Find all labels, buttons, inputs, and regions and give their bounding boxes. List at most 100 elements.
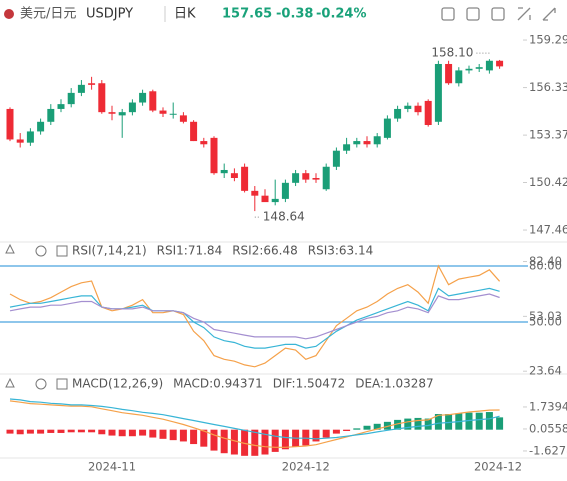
- candle-body: [322, 166, 330, 190]
- pair-name: 美元/日元: [20, 7, 76, 22]
- candle-body: [230, 173, 238, 179]
- y-tick-label: 150.42: [529, 175, 567, 189]
- indicator-title: MACD(12,26,9): [72, 377, 163, 391]
- macd-bar: [169, 429, 177, 441]
- expand-icon[interactable]: [56, 245, 68, 257]
- macd-bar: [128, 429, 136, 437]
- candle-body: [159, 110, 167, 114]
- candle-body: [414, 105, 422, 113]
- macd-bar: [179, 429, 187, 442]
- macd-bar: [251, 429, 259, 456]
- macd-bar: [322, 429, 330, 438]
- y-tick-label: -1.62783: [529, 443, 567, 457]
- candle-body: [190, 121, 198, 142]
- hide-icon[interactable]: [5, 243, 15, 254]
- macd-bar: [108, 429, 116, 436]
- tool-icon[interactable]: [491, 7, 505, 21]
- expand-icon[interactable]: [56, 378, 68, 390]
- macd-bar: [159, 429, 167, 439]
- y-tick-label: 153.37: [529, 128, 567, 142]
- y-tick-label: 50.00: [529, 315, 562, 329]
- macd-bar: [241, 429, 249, 456]
- macd-bar: [37, 429, 45, 434]
- y-tick-label: 147.46: [529, 223, 567, 237]
- legend-entry: MACD:0.94371: [173, 377, 263, 391]
- macd-bar: [57, 429, 65, 433]
- macd-bar: [149, 429, 157, 438]
- macd-bar: [424, 418, 432, 430]
- candle-body: [424, 100, 432, 126]
- settings-icon[interactable]: [35, 378, 47, 390]
- macd-bar: [261, 429, 269, 455]
- candle-body: [220, 169, 228, 174]
- candle-body: [312, 178, 320, 180]
- tool-icon[interactable]: [466, 7, 480, 21]
- tool-icon[interactable]: [542, 7, 556, 21]
- candle-body: [128, 102, 136, 113]
- macd-bar: [414, 417, 422, 430]
- change-percent: -0.24%: [316, 7, 367, 22]
- candle-body: [88, 83, 96, 85]
- annotation: 158.10: [431, 46, 473, 60]
- candle-body: [394, 108, 402, 119]
- candle-body: [179, 115, 187, 122]
- y-tick-label: 80.00: [529, 259, 562, 273]
- tool-icon[interactable]: [441, 7, 455, 21]
- legend-entry: RSI3:63.14: [308, 244, 374, 258]
- candle-body: [251, 190, 259, 196]
- candle-body: [496, 60, 504, 67]
- macd-bar: [445, 414, 453, 430]
- macd-bar: [67, 429, 75, 433]
- macd-bar: [47, 429, 55, 433]
- candle-body: [434, 63, 442, 122]
- macd-bar: [230, 429, 238, 455]
- macd-bar: [496, 417, 504, 430]
- legend-entry: DIF:1.50472: [273, 377, 345, 391]
- candle-body: [475, 67, 483, 69]
- macd-bar: [373, 423, 381, 430]
- change: -0.38: [276, 7, 313, 22]
- panel-icons: [5, 243, 68, 390]
- macd-bar: [139, 429, 147, 436]
- y-tick-label: 156.33: [529, 80, 567, 94]
- candle-body: [485, 60, 493, 71]
- candle-body: [404, 105, 412, 109]
- candle-body: [383, 118, 391, 138]
- candle-body: [57, 104, 65, 109]
- candle-body: [149, 91, 157, 111]
- tool-icon[interactable]: [517, 7, 531, 21]
- legend-entry: DEA:1.03287: [355, 377, 434, 391]
- candle-body: [77, 84, 85, 93]
- x-tick-label: 2024-11: [88, 460, 136, 474]
- legend-entry: RSI1:71.84: [157, 244, 223, 258]
- period[interactable]: 日K: [174, 7, 196, 22]
- candle-body: [302, 173, 310, 180]
- hide-icon[interactable]: [5, 377, 15, 388]
- candle-body: [67, 92, 75, 105]
- macd-bar: [332, 429, 340, 434]
- candle-body: [98, 83, 106, 113]
- macd-bar: [190, 429, 198, 445]
- macd-bar: [485, 412, 493, 430]
- indicator-line: [9, 293, 500, 340]
- price: 157.65: [222, 7, 272, 22]
- settings-icon[interactable]: [35, 245, 47, 257]
- indicator-line: [9, 287, 500, 349]
- y-tick-label: 82.40: [529, 254, 562, 268]
- candle-body: [210, 137, 218, 174]
- candle-body: [6, 108, 14, 140]
- candle-body: [139, 92, 147, 103]
- candle-body: [343, 144, 351, 151]
- candle-body: [261, 195, 269, 203]
- y-tick-label: 1.73945: [529, 399, 567, 413]
- legend-entry: RSI2:66.48: [232, 244, 298, 258]
- candle-body: [16, 139, 24, 143]
- macd-bar: [26, 429, 34, 434]
- macd-bar: [98, 429, 106, 435]
- x-tick-label: 2024-12: [282, 460, 330, 474]
- candle-body: [37, 121, 45, 132]
- candle-body: [363, 141, 371, 145]
- indicator-line: [9, 398, 500, 440]
- macd-bar: [394, 419, 402, 430]
